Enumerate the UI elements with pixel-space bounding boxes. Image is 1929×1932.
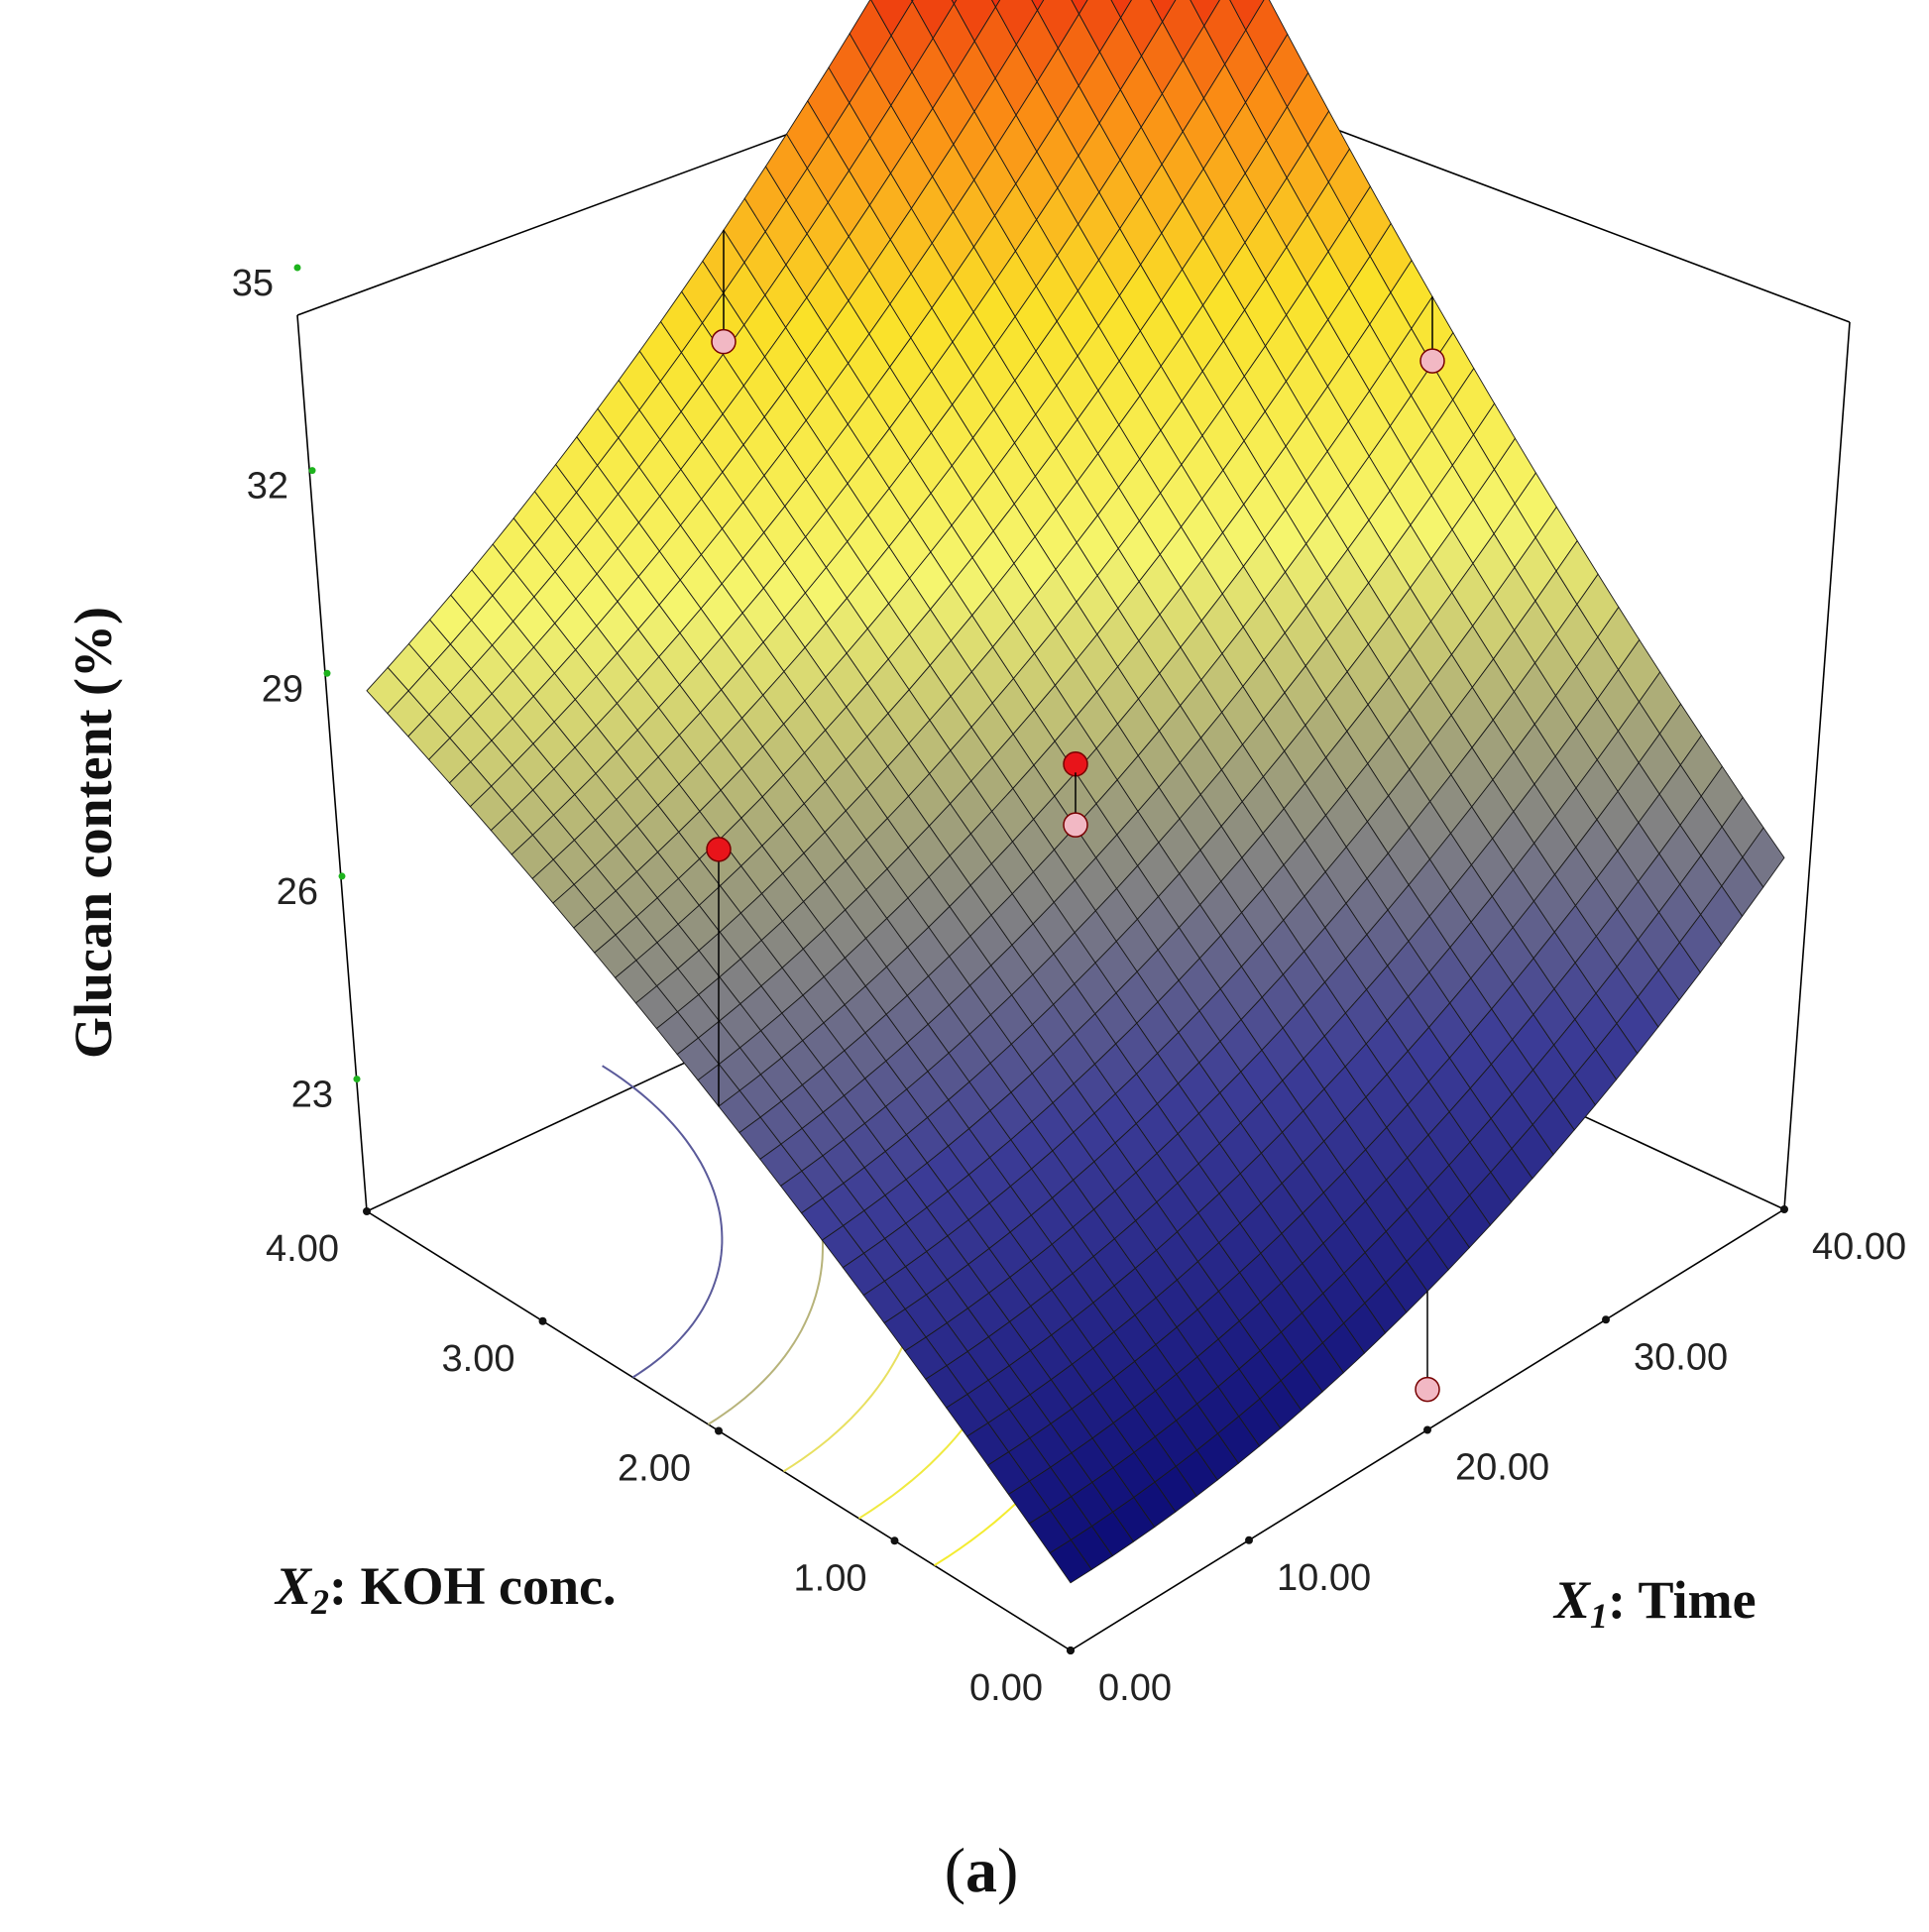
x1-tick-label: 30.00 bbox=[1634, 1336, 1728, 1378]
surface-cell bbox=[1110, 0, 1132, 19]
design-point bbox=[711, 328, 737, 355]
x1-axis-symbol: X bbox=[1552, 1570, 1592, 1630]
figure-caption: (a) bbox=[945, 1835, 1019, 1905]
contour-line bbox=[602, 1065, 724, 1379]
caption-close-paren: ) bbox=[997, 1835, 1018, 1905]
x1-tick-mark bbox=[1602, 1315, 1610, 1324]
x2-tick-label: 3.00 bbox=[442, 1338, 515, 1380]
design-point bbox=[1063, 751, 1088, 777]
caption-letter: a bbox=[965, 1835, 997, 1905]
z-tick-label: 29 bbox=[262, 668, 303, 710]
x2-tick-label: 1.00 bbox=[794, 1557, 867, 1599]
x2-axis-symbol: X bbox=[274, 1556, 313, 1616]
x2-axis-name: : KOH conc. bbox=[329, 1556, 616, 1616]
x2-axis-subscript: 2 bbox=[310, 1582, 329, 1622]
x1-tick-mark bbox=[1780, 1205, 1788, 1213]
x1-tick-label: 20.00 bbox=[1455, 1447, 1549, 1489]
response-surface bbox=[366, 0, 1785, 1584]
design-points bbox=[706, 230, 1445, 1403]
x1-axis-name: : Time bbox=[1608, 1570, 1757, 1630]
x1-tick-label: 0.00 bbox=[1098, 1667, 1172, 1709]
z-tick-mark bbox=[338, 872, 346, 880]
x2-tick-mark bbox=[538, 1316, 547, 1325]
design-point bbox=[706, 837, 732, 862]
caption-open-paren: ( bbox=[945, 1835, 965, 1905]
x1-axis-title: X1: Time bbox=[1552, 1570, 1757, 1636]
frame-right-vertical bbox=[1783, 321, 1851, 1210]
surface-cell bbox=[1150, 0, 1177, 23]
x1-tick-mark bbox=[1067, 1647, 1075, 1654]
x2-tick-label: 4.00 bbox=[266, 1228, 339, 1270]
design-point bbox=[1415, 1376, 1440, 1403]
z-tick-mark bbox=[293, 264, 301, 272]
x2-tick-mark bbox=[890, 1536, 899, 1545]
design-point bbox=[1063, 812, 1088, 838]
surface-cell bbox=[1031, 0, 1045, 12]
surface-cell bbox=[1049, 1538, 1092, 1584]
x2-axis-title: X2: KOH conc. bbox=[274, 1556, 617, 1622]
surface-cell bbox=[991, 0, 1001, 9]
x1-tick-mark bbox=[1423, 1425, 1431, 1434]
x2-tick-mark bbox=[715, 1426, 723, 1435]
z-tick-label: 26 bbox=[277, 871, 318, 913]
x1-tick-label: 40.00 bbox=[1812, 1226, 1906, 1268]
x2-tick-label: 0.00 bbox=[969, 1667, 1043, 1709]
z-tick-label: 23 bbox=[291, 1075, 333, 1116]
z-tick-mark bbox=[308, 467, 316, 475]
z-axis-title: Glucan content (%) bbox=[63, 607, 123, 1059]
z-tick-label: 32 bbox=[247, 466, 288, 508]
x1-tick-label: 10.00 bbox=[1277, 1557, 1371, 1599]
design-point bbox=[1419, 348, 1445, 374]
surface-cell bbox=[1071, 0, 1088, 16]
z-tick-mark bbox=[323, 669, 331, 677]
x1-tick-mark bbox=[1245, 1535, 1253, 1544]
z-tick-mark bbox=[353, 1076, 361, 1083]
x2-tick-label: 2.00 bbox=[618, 1448, 691, 1490]
x2-tick-mark bbox=[363, 1207, 371, 1215]
frame-left-vertical bbox=[296, 314, 368, 1212]
surface-cell bbox=[951, 0, 958, 5]
axis-ticks: 23 26 29 32 35 0.00 1.00 2.00 3.00 4.00 0.00 10.00 2… bbox=[232, 263, 1906, 1709]
x1-axis-subscript: 1 bbox=[1590, 1596, 1608, 1636]
z-tick-label: 35 bbox=[232, 263, 274, 304]
